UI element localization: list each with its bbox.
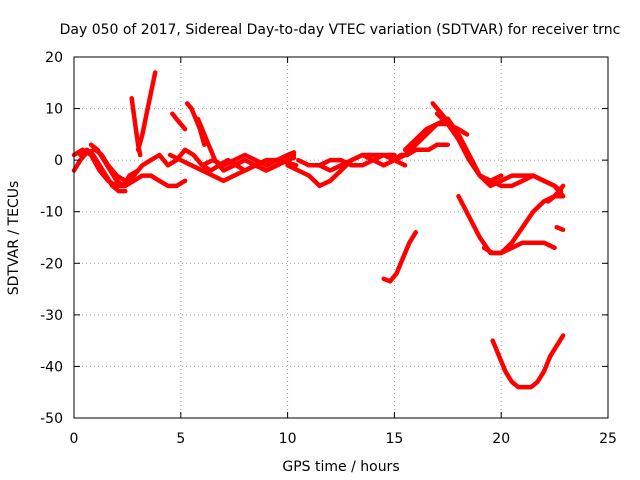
series-arc-18 xyxy=(445,116,566,199)
x-tick-label: 15 xyxy=(385,431,403,447)
x-tick-label: 0 xyxy=(70,431,79,447)
y-tick-label: -40 xyxy=(40,359,63,375)
series-arc-10 xyxy=(167,152,297,184)
series-arc-13 xyxy=(296,152,408,168)
series-layer xyxy=(71,70,566,390)
y-tick-label: 10 xyxy=(45,102,63,118)
x-tick-label: 10 xyxy=(279,431,297,447)
series-arc-4 xyxy=(88,142,141,189)
series-arc-20 xyxy=(481,240,557,256)
series-arc-6 xyxy=(135,70,158,153)
series-arc-12 xyxy=(285,152,397,189)
series-arc-14 xyxy=(317,116,451,173)
series-arc-22 xyxy=(381,230,419,284)
series-arc-21 xyxy=(392,142,451,163)
grid-layer xyxy=(74,57,608,418)
y-tick-label: -30 xyxy=(40,308,63,324)
x-tick-label: 25 xyxy=(599,431,617,447)
chart-title: Day 050 of 2017, Sidereal Day-to-day VTE… xyxy=(60,22,621,38)
y-tick-label: -20 xyxy=(40,256,63,272)
plot-frame xyxy=(73,56,609,419)
series-arc-15 xyxy=(402,121,470,153)
series-arc-24 xyxy=(554,224,566,233)
x-tick-label: 20 xyxy=(492,431,510,447)
y-tick-label: -10 xyxy=(40,205,63,221)
x-axis-label: GPS time / hours xyxy=(282,459,399,475)
series-arc-7 xyxy=(170,111,188,132)
tick-layer: 0 5 10 15 20 25 -50 -40 -30 -20 -10 0 10 20 xyxy=(40,50,617,447)
series-arc-23 xyxy=(490,333,566,390)
y-tick-label: 20 xyxy=(45,50,63,66)
series-arc-25 xyxy=(545,183,566,204)
series-arc-3 xyxy=(78,147,128,194)
y-tick-label: 0 xyxy=(54,153,63,169)
y-axis-label: SDTVAR / TECUs xyxy=(6,181,22,296)
x-tick-label: 5 xyxy=(176,431,185,447)
series-arc-17 xyxy=(434,111,504,184)
y-tick-label: -50 xyxy=(40,411,63,427)
series-arc-11 xyxy=(199,150,297,168)
